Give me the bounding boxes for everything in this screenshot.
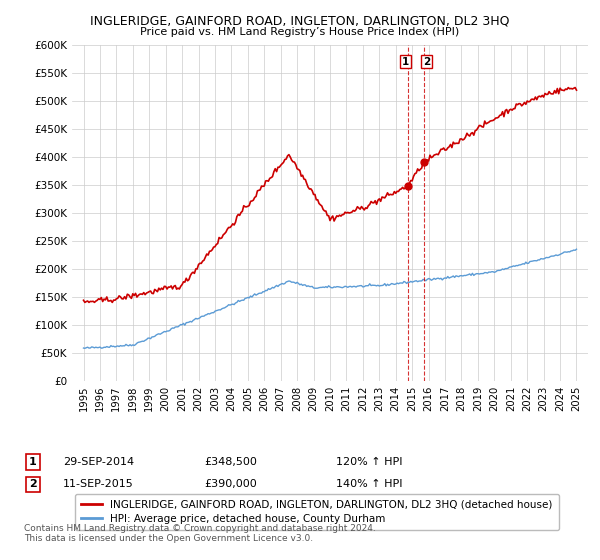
Text: £348,500: £348,500 <box>204 457 257 467</box>
Text: 140% ↑ HPI: 140% ↑ HPI <box>336 479 403 489</box>
Legend: INGLERIDGE, GAINFORD ROAD, INGLETON, DARLINGTON, DL2 3HQ (detached house), HPI: : INGLERIDGE, GAINFORD ROAD, INGLETON, DAR… <box>74 493 559 530</box>
Text: 120% ↑ HPI: 120% ↑ HPI <box>336 457 403 467</box>
Text: £390,000: £390,000 <box>204 479 257 489</box>
Text: Price paid vs. HM Land Registry’s House Price Index (HPI): Price paid vs. HM Land Registry’s House … <box>140 27 460 37</box>
Text: Contains HM Land Registry data © Crown copyright and database right 2024.
This d: Contains HM Land Registry data © Crown c… <box>24 524 376 543</box>
Text: 29-SEP-2014: 29-SEP-2014 <box>63 457 134 467</box>
Text: 2: 2 <box>29 479 37 489</box>
Text: 2: 2 <box>423 57 430 67</box>
Text: INGLERIDGE, GAINFORD ROAD, INGLETON, DARLINGTON, DL2 3HQ: INGLERIDGE, GAINFORD ROAD, INGLETON, DAR… <box>90 14 510 27</box>
Text: 11-SEP-2015: 11-SEP-2015 <box>63 479 134 489</box>
Text: 1: 1 <box>29 457 37 467</box>
Text: 1: 1 <box>401 57 409 67</box>
